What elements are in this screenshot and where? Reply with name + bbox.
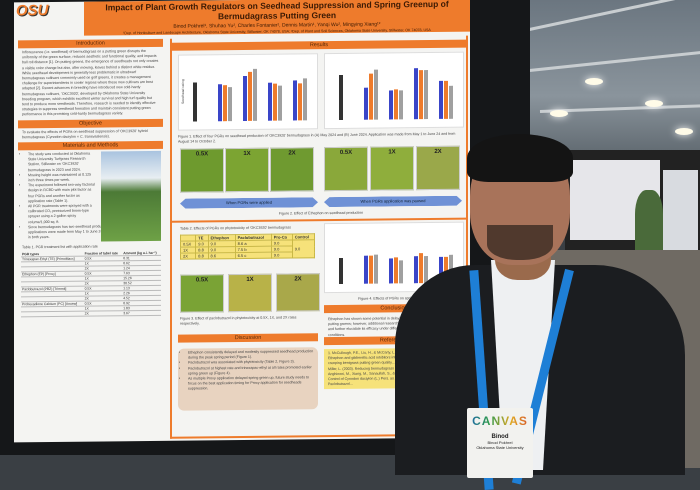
table1-cell xyxy=(21,310,84,317)
chart-bar xyxy=(298,83,302,121)
chart-bar xyxy=(253,69,257,121)
chart-bar xyxy=(193,82,197,122)
turf-photo: 1X xyxy=(225,147,269,193)
chart-bar xyxy=(228,86,232,122)
turf-photo: 0.5X xyxy=(180,148,224,193)
table1-row: 2X 3.67 xyxy=(21,310,161,317)
chart-bar xyxy=(339,258,343,284)
chart-bar xyxy=(444,80,448,119)
table2-cell: 9.0 xyxy=(271,251,293,259)
objective-text: To evaluate the effects of PGRs on seedh… xyxy=(22,128,148,140)
discussion-list: Ethephon consistently delayed and modest… xyxy=(178,347,318,411)
figure1b-chart xyxy=(324,51,464,130)
figure1a-y-axis-label: Seedhead rating xyxy=(181,79,185,105)
turf-photo: 1X xyxy=(228,273,272,313)
chart-bar xyxy=(439,80,443,119)
arrow-applied: When PGRs were applied xyxy=(180,197,318,208)
table2-cell: 9.0 xyxy=(292,239,315,258)
intro-text: Inflorescence (i.e. seedhead) of bermuda… xyxy=(22,49,159,117)
badge-org: Oklahoma State University xyxy=(476,445,524,450)
turf-photo: 2X xyxy=(276,273,320,312)
chart-bar xyxy=(394,89,398,120)
left-column: Introduction Inflorescence (i.e. seedhea… xyxy=(18,38,163,317)
chart-bar xyxy=(374,69,378,120)
chart-bar xyxy=(218,84,222,122)
osu-logo: OSU xyxy=(16,2,49,20)
chart-bar xyxy=(268,82,272,121)
chart-bar xyxy=(449,85,453,119)
chart-bar xyxy=(223,85,227,122)
results-heading: Results xyxy=(172,39,466,51)
table2-cell: 8.6 xyxy=(208,252,236,259)
chart-bar xyxy=(248,71,252,121)
turf-photo: 2X xyxy=(270,147,314,192)
table2-caption: Table 2. Effects of PGRs on phytotoxicit… xyxy=(180,225,291,231)
chart-bar xyxy=(273,83,277,121)
chart-bar xyxy=(364,256,368,284)
chart-bar xyxy=(374,254,378,284)
chart-bar xyxy=(243,75,247,121)
venue-ceiling xyxy=(519,0,700,160)
chart-bar xyxy=(399,90,403,120)
chart-bar xyxy=(419,70,423,120)
poster-header: Impact of Plant Growth Regulators on See… xyxy=(84,0,470,36)
chart-bar xyxy=(364,87,368,120)
turf-photo: 0.5X xyxy=(324,146,368,192)
badge-name: Binod xyxy=(491,434,509,440)
chart-bar xyxy=(278,85,282,121)
turf-photo: 0.5X xyxy=(180,274,224,313)
fig3-caption: Figure 3. Effect of paclobutrazol in phy… xyxy=(180,315,297,326)
table2-cell: 6.5 c xyxy=(235,252,272,259)
table2-cell: 2X xyxy=(180,252,196,260)
chart-bar xyxy=(389,90,393,120)
chart-bar xyxy=(414,68,418,120)
table1: PGR types Fraction of label rate Amount (k… xyxy=(21,250,161,317)
figure1a-chart: Seedhead rating xyxy=(178,53,318,131)
name-badge: CANVAS Binod Binod Pokhrel Oklahoma Stat… xyxy=(467,408,533,478)
badge-brand: CANVAS xyxy=(467,414,533,428)
chart-bar xyxy=(369,256,373,284)
chart-bar xyxy=(339,74,343,120)
chart-bar xyxy=(424,69,428,120)
background-posters xyxy=(565,150,700,250)
table1-cell: 3.67 xyxy=(122,310,161,316)
discussion-heading: Discussion xyxy=(178,333,318,343)
chart-bar xyxy=(303,78,307,121)
chart-bar xyxy=(389,258,393,284)
presenter: CANVAS Binod Binod Pokhrel Oklahoma Stat… xyxy=(395,130,695,490)
table2-cell: 8.8 xyxy=(195,252,209,259)
field-photo xyxy=(101,150,161,242)
chart-bar xyxy=(293,80,297,121)
chart-bar xyxy=(369,74,373,120)
badge-full-name: Binod Pokhrel xyxy=(487,440,513,445)
table1-cell: 2X xyxy=(83,310,123,316)
poster-title: Impact of Plant Growth Regulators on See… xyxy=(105,0,449,22)
table2: TE Ethephon Paclobutrazol Pro-Ca Control 0.5X… xyxy=(180,233,315,260)
